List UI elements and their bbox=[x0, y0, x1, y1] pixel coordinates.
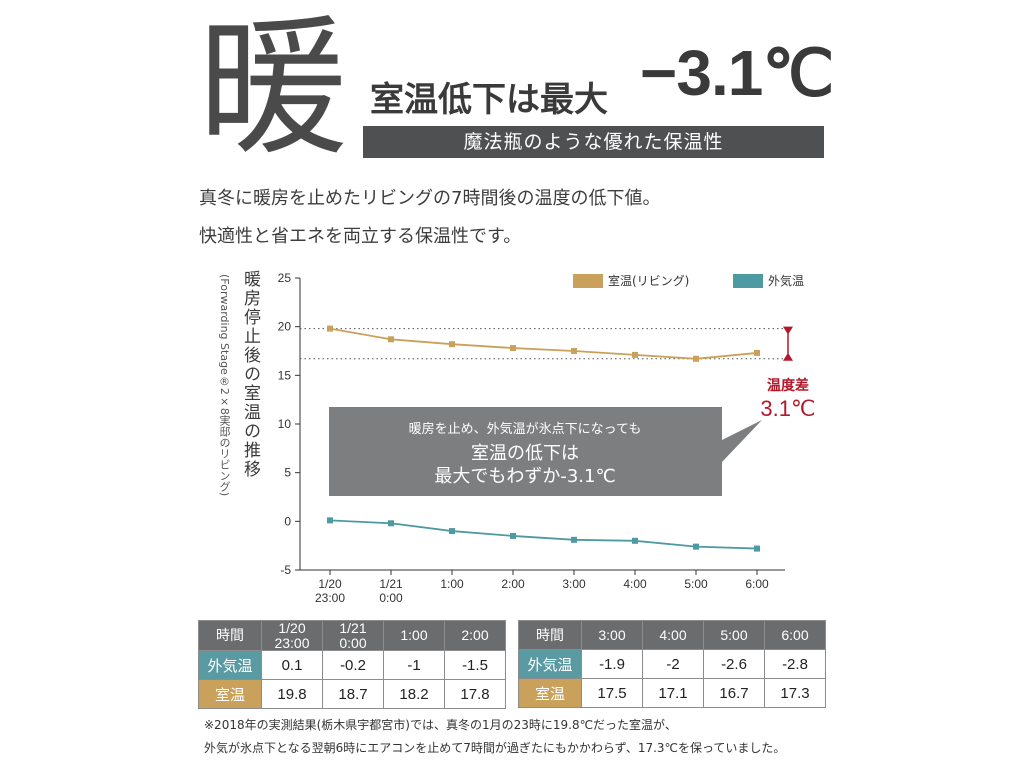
x-tick-label: 1:00 bbox=[440, 577, 464, 591]
x-tick-label: 1/20 bbox=[318, 577, 342, 591]
series-line bbox=[329, 327, 758, 360]
table-header-cell: 4:00 bbox=[642, 620, 704, 650]
data-point bbox=[693, 543, 699, 550]
data-point bbox=[510, 532, 516, 539]
x-tick-label: 4:00 bbox=[623, 577, 647, 591]
difference-marker: 温度差 3.1℃ bbox=[760, 326, 816, 421]
table-cell: 0.1 bbox=[261, 650, 323, 681]
y-tick-label: 5 bbox=[284, 466, 291, 480]
table-cell: -2.6 bbox=[703, 649, 765, 679]
data-table-left: 時間 1/20 23:00 1/21 0:00 1:00 2:00 外気温 0.1 … bbox=[198, 619, 506, 710]
annotation-line-2: 室温の低下は bbox=[471, 443, 579, 464]
difference-label: 温度差 bbox=[767, 377, 809, 394]
x-tick-label: 5:00 bbox=[684, 577, 708, 591]
x-tick-label: 1/21 bbox=[379, 577, 403, 591]
headline-value: −3.1℃ bbox=[640, 37, 834, 109]
legend-swatch bbox=[573, 274, 603, 288]
legend-swatch bbox=[733, 274, 763, 288]
x-tick-label: 0:00 bbox=[379, 591, 403, 605]
table-header-time: 時間 bbox=[198, 619, 262, 652]
y-tick-label: 0 bbox=[284, 514, 291, 528]
table-header-cell: 3:00 bbox=[581, 620, 643, 650]
data-point bbox=[449, 341, 455, 348]
table-cell: 17.8 bbox=[444, 679, 506, 710]
x-tick-label: 3:00 bbox=[562, 577, 586, 591]
table-row-label-indoor: 室温 bbox=[198, 679, 262, 710]
y-axis-subtitle: (Forwarding Stage®2×8実邸のリビング) bbox=[218, 274, 231, 497]
annotation-box bbox=[329, 407, 762, 496]
x-tick-label: 6:00 bbox=[745, 577, 769, 591]
data-point bbox=[571, 348, 577, 354]
table-cell: 19.8 bbox=[261, 679, 323, 710]
table-header-cell: 1/21 0:00 bbox=[322, 619, 384, 652]
difference-value: 3.1℃ bbox=[760, 396, 815, 421]
chart-legend: 室温(リビング) 外気温 bbox=[573, 273, 804, 288]
table-cell: 17.3 bbox=[764, 678, 826, 708]
chart-series bbox=[327, 325, 760, 552]
legend-label: 室温(リビング) bbox=[608, 273, 689, 288]
table-header-cell: 2:00 bbox=[444, 619, 506, 652]
data-point bbox=[754, 349, 760, 356]
data-point bbox=[693, 355, 699, 362]
reference-lines bbox=[300, 328, 790, 360]
table-header-cell: 5:00 bbox=[703, 620, 765, 650]
x-tick-label: 2:00 bbox=[501, 577, 525, 591]
y-tick-label: 10 bbox=[278, 417, 292, 431]
series-line bbox=[329, 519, 758, 550]
y-tick-label: 20 bbox=[278, 320, 292, 334]
data-point bbox=[510, 345, 516, 352]
footnote-line-2: 外気が氷点下となる翌朝6時にエアコンを止めて7時間が過ぎたにもかかわらず、17.… bbox=[204, 741, 786, 755]
footnote-line-1: ※2018年の実測結果(栃木県宇都宮市)では、真冬の1月の23時に19.8℃だっ… bbox=[204, 718, 677, 732]
data-table-right: 時間 3:00 4:00 5:00 6:00 外気温 -1.9 -2 -2.6 … bbox=[518, 620, 826, 708]
table-cell: -0.2 bbox=[322, 650, 384, 681]
table-row-label-outdoor: 外気温 bbox=[198, 650, 262, 681]
data-point bbox=[754, 545, 760, 552]
table-cell: -1.9 bbox=[581, 649, 643, 679]
table-header-time: 時間 bbox=[518, 620, 582, 650]
data-point bbox=[571, 536, 577, 543]
table-header-cell: 1/20 23:00 bbox=[261, 619, 323, 652]
description-line-2: 快適性と省エネを両立する保温性です。 bbox=[199, 226, 522, 247]
table-row-label-indoor: 室温 bbox=[518, 678, 582, 708]
y-tick-label: -5 bbox=[280, 563, 291, 577]
table-cell: 17.5 bbox=[581, 678, 643, 708]
y-tick-label: 25 bbox=[278, 271, 292, 285]
table-cell: 18.7 bbox=[322, 679, 384, 710]
annotation-line-1: 暖房を止め、外気温が氷点下になっても bbox=[409, 421, 642, 437]
table-header-cell: 6:00 bbox=[764, 620, 826, 650]
x-tick-label: 23:00 bbox=[315, 591, 345, 605]
data-point bbox=[449, 528, 455, 535]
subtitle-banner: 魔法瓶のような優れた保温性 bbox=[363, 126, 824, 158]
data-point bbox=[327, 325, 333, 332]
difference-arrow-bottom bbox=[783, 352, 793, 361]
table-cell: 16.7 bbox=[703, 678, 765, 708]
legend-label: 外気温 bbox=[768, 273, 804, 288]
data-point bbox=[388, 336, 394, 343]
difference-arrow-top bbox=[783, 326, 793, 335]
table-header-cell: 1:00 bbox=[383, 619, 445, 652]
headline: 室温低下は最大 bbox=[370, 80, 608, 120]
heading-kanji: 暖 bbox=[198, 2, 349, 176]
data-point bbox=[327, 517, 333, 524]
table-cell: 18.2 bbox=[383, 679, 445, 710]
table-cell: -2.8 bbox=[764, 649, 826, 679]
y-axis-title: 暖房停止後の室温の推移 bbox=[240, 270, 260, 479]
y-tick-label: 15 bbox=[278, 368, 292, 382]
data-point bbox=[632, 537, 638, 544]
table-cell: -1.5 bbox=[444, 650, 506, 681]
table-cell: -2 bbox=[642, 649, 704, 679]
data-point bbox=[632, 351, 638, 358]
description-line-1: 真冬に暖房を止めたリビングの7時間後の温度の低下値。 bbox=[199, 188, 661, 209]
annotation-line-3: 最大でもわずか-3.1℃ bbox=[434, 466, 615, 487]
table-cell: -1 bbox=[383, 650, 445, 681]
table-cell: 17.1 bbox=[642, 678, 704, 708]
table-row-label-outdoor: 外気温 bbox=[518, 649, 582, 679]
data-point bbox=[388, 520, 394, 527]
